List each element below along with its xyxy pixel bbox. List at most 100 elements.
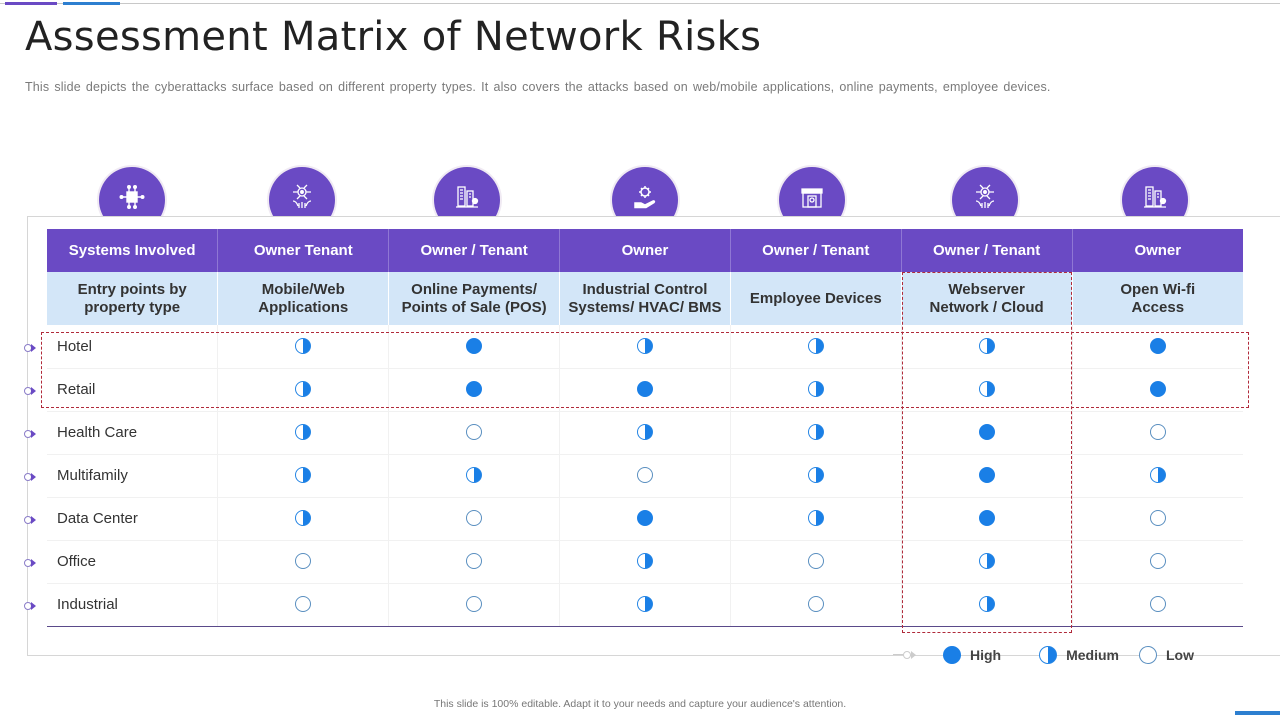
owner-header-cell: Owner / Tenant: [388, 229, 561, 272]
property-type-label: Industrial: [47, 583, 219, 627]
low-dot-icon: [466, 596, 483, 613]
medium-dot-icon: [636, 424, 653, 441]
corner-accent-bar: [1235, 711, 1280, 715]
legend-item-low: Low: [1139, 646, 1194, 664]
row-marker-icon: [24, 429, 38, 439]
entry-point-header-cell: Online Payments/ Points of Sale (POS): [388, 272, 561, 325]
entry-point-header-cell: Entry points by property type: [47, 272, 219, 325]
owner-header-cell: Owner Tenant: [217, 229, 390, 272]
rating-cell: [388, 368, 561, 412]
rating-cell: [730, 368, 902, 412]
high-dot-icon: [636, 381, 653, 398]
rating-cell: [730, 540, 902, 584]
row-marker-icon: [24, 343, 38, 353]
entry-point-label: Mobile/Web Applications: [258, 280, 349, 316]
footer-note: This slide is 100% editable. Adapt it to…: [433, 698, 847, 710]
rating-cell: [559, 497, 731, 541]
rating-cell: [901, 497, 1073, 541]
entry-point-header-row: Entry points by property type Mobile/Web…: [47, 272, 1243, 325]
medium-dot-icon: [636, 553, 653, 570]
legend-item-medium: Medium: [1039, 646, 1119, 664]
rating-cell: [217, 583, 390, 627]
low-dot-icon: [807, 553, 824, 570]
rating-cell: [217, 497, 390, 541]
medium-dot-icon: [978, 381, 995, 398]
owner-header-cell: Owner: [559, 229, 731, 272]
low-dot-icon: [295, 596, 312, 613]
rating-cell: [730, 454, 902, 498]
medium-dot-icon: [978, 553, 995, 570]
rating-cell: [559, 454, 731, 498]
medium-dot-icon: [807, 381, 824, 398]
risk-matrix-table: Systems Involved Owner Tenant Owner / Te…: [47, 229, 1243, 627]
entry-point-label: Online Payments/ Points of Sale (POS): [401, 280, 547, 316]
entry-point-header-cell: Employee Devices: [730, 272, 902, 325]
owner-header-cell: Owner: [1072, 229, 1243, 272]
matrix-body: Hotel Retail Health Care Multifamily Data Ce…: [47, 325, 1243, 627]
rating-cell: [217, 411, 390, 455]
entry-point-label: Open Wi-fi Access: [1120, 280, 1196, 316]
high-dot-icon: [636, 510, 653, 527]
owner-header-row: Systems Involved Owner Tenant Owner / Te…: [47, 229, 1243, 272]
rating-cell: [730, 411, 902, 455]
hands-network-icon: [269, 167, 335, 216]
legend-item-high: High: [943, 646, 1001, 664]
page-subtitle: This slide depicts the cyberattacks surf…: [25, 80, 1051, 94]
low-dot-icon: [1149, 424, 1166, 441]
rating-cell: [1072, 368, 1243, 412]
rating-cell: [217, 540, 390, 584]
entry-point-header-cell: Webserver Network / Cloud: [901, 272, 1073, 325]
low-dot-icon: [1149, 553, 1166, 570]
high-dot-icon: [466, 381, 483, 398]
rating-cell: [901, 540, 1073, 584]
legend-leader-line: [893, 654, 903, 655]
top-rule: [0, 3, 1280, 4]
high-dot-icon: [978, 424, 995, 441]
medium-dot-icon: [807, 510, 824, 527]
legend-label: High: [970, 647, 1002, 663]
property-type-label: Hotel: [47, 325, 219, 369]
table-row: Health Care: [47, 411, 1243, 455]
page-title: Assessment Matrix of Network Risks: [25, 14, 762, 60]
low-dot-icon: [466, 510, 483, 527]
rating-cell: [1072, 540, 1243, 584]
entry-point-header-cell: Mobile/Web Applications: [217, 272, 390, 325]
medium-dot-icon: [295, 510, 312, 527]
circuit-chip-icon: [99, 167, 165, 216]
hands-network-icon: [952, 167, 1018, 216]
table-row: Multifamily: [47, 454, 1243, 498]
high-dot-icon: [1149, 381, 1166, 398]
legend-label: Low: [1166, 647, 1194, 663]
high-dot-icon: [978, 510, 995, 527]
row-marker-icon: [24, 472, 38, 482]
medium-dot-icon: [978, 596, 995, 613]
high-dot-icon: [466, 338, 483, 355]
owner-header-cell: Owner / Tenant: [901, 229, 1073, 272]
rating-cell: [559, 583, 731, 627]
property-type-label: Health Care: [47, 411, 219, 455]
owner-header-cell: Owner / Tenant: [730, 229, 902, 272]
low-dot-icon: [1139, 646, 1157, 664]
rating-cell: [1072, 325, 1243, 369]
medium-dot-icon: [1039, 646, 1058, 664]
rating-cell: [1072, 454, 1243, 498]
rating-cell: [217, 454, 390, 498]
rating-cell: [901, 368, 1073, 412]
rating-cell: [730, 583, 902, 627]
table-row: Data Center: [47, 497, 1243, 541]
rating-cell: [1072, 583, 1243, 627]
entry-point-header-cell: Industrial Control Systems/ HVAC/ BMS: [559, 272, 731, 325]
legend: High Medium Low: [893, 645, 1214, 665]
rating-cell: [559, 368, 731, 412]
medium-dot-icon: [295, 424, 312, 441]
low-dot-icon: [1149, 596, 1166, 613]
rating-cell: [901, 583, 1073, 627]
rating-cell: [730, 497, 902, 541]
rating-cell: [1072, 497, 1243, 541]
low-dot-icon: [1149, 510, 1166, 527]
medium-dot-icon: [807, 467, 824, 484]
row-marker-icon: [24, 601, 38, 611]
entry-point-label: Entry points by property type: [77, 280, 187, 316]
accent-bar-purple: [5, 2, 57, 5]
medium-dot-icon: [295, 381, 312, 398]
